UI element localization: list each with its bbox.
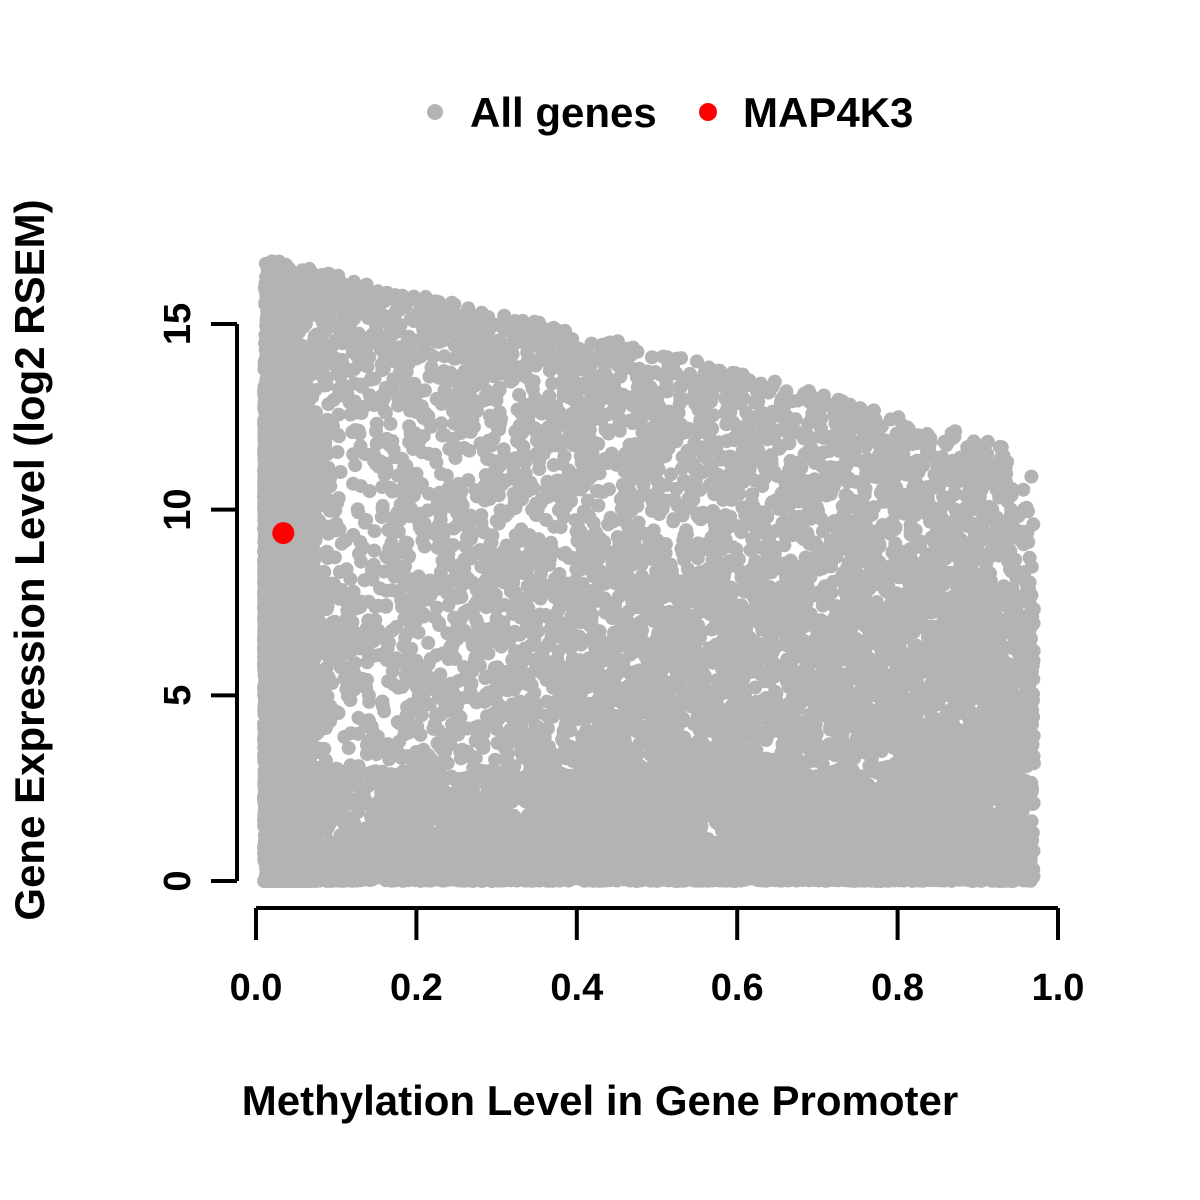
series-all-genes-points [257,254,1041,888]
